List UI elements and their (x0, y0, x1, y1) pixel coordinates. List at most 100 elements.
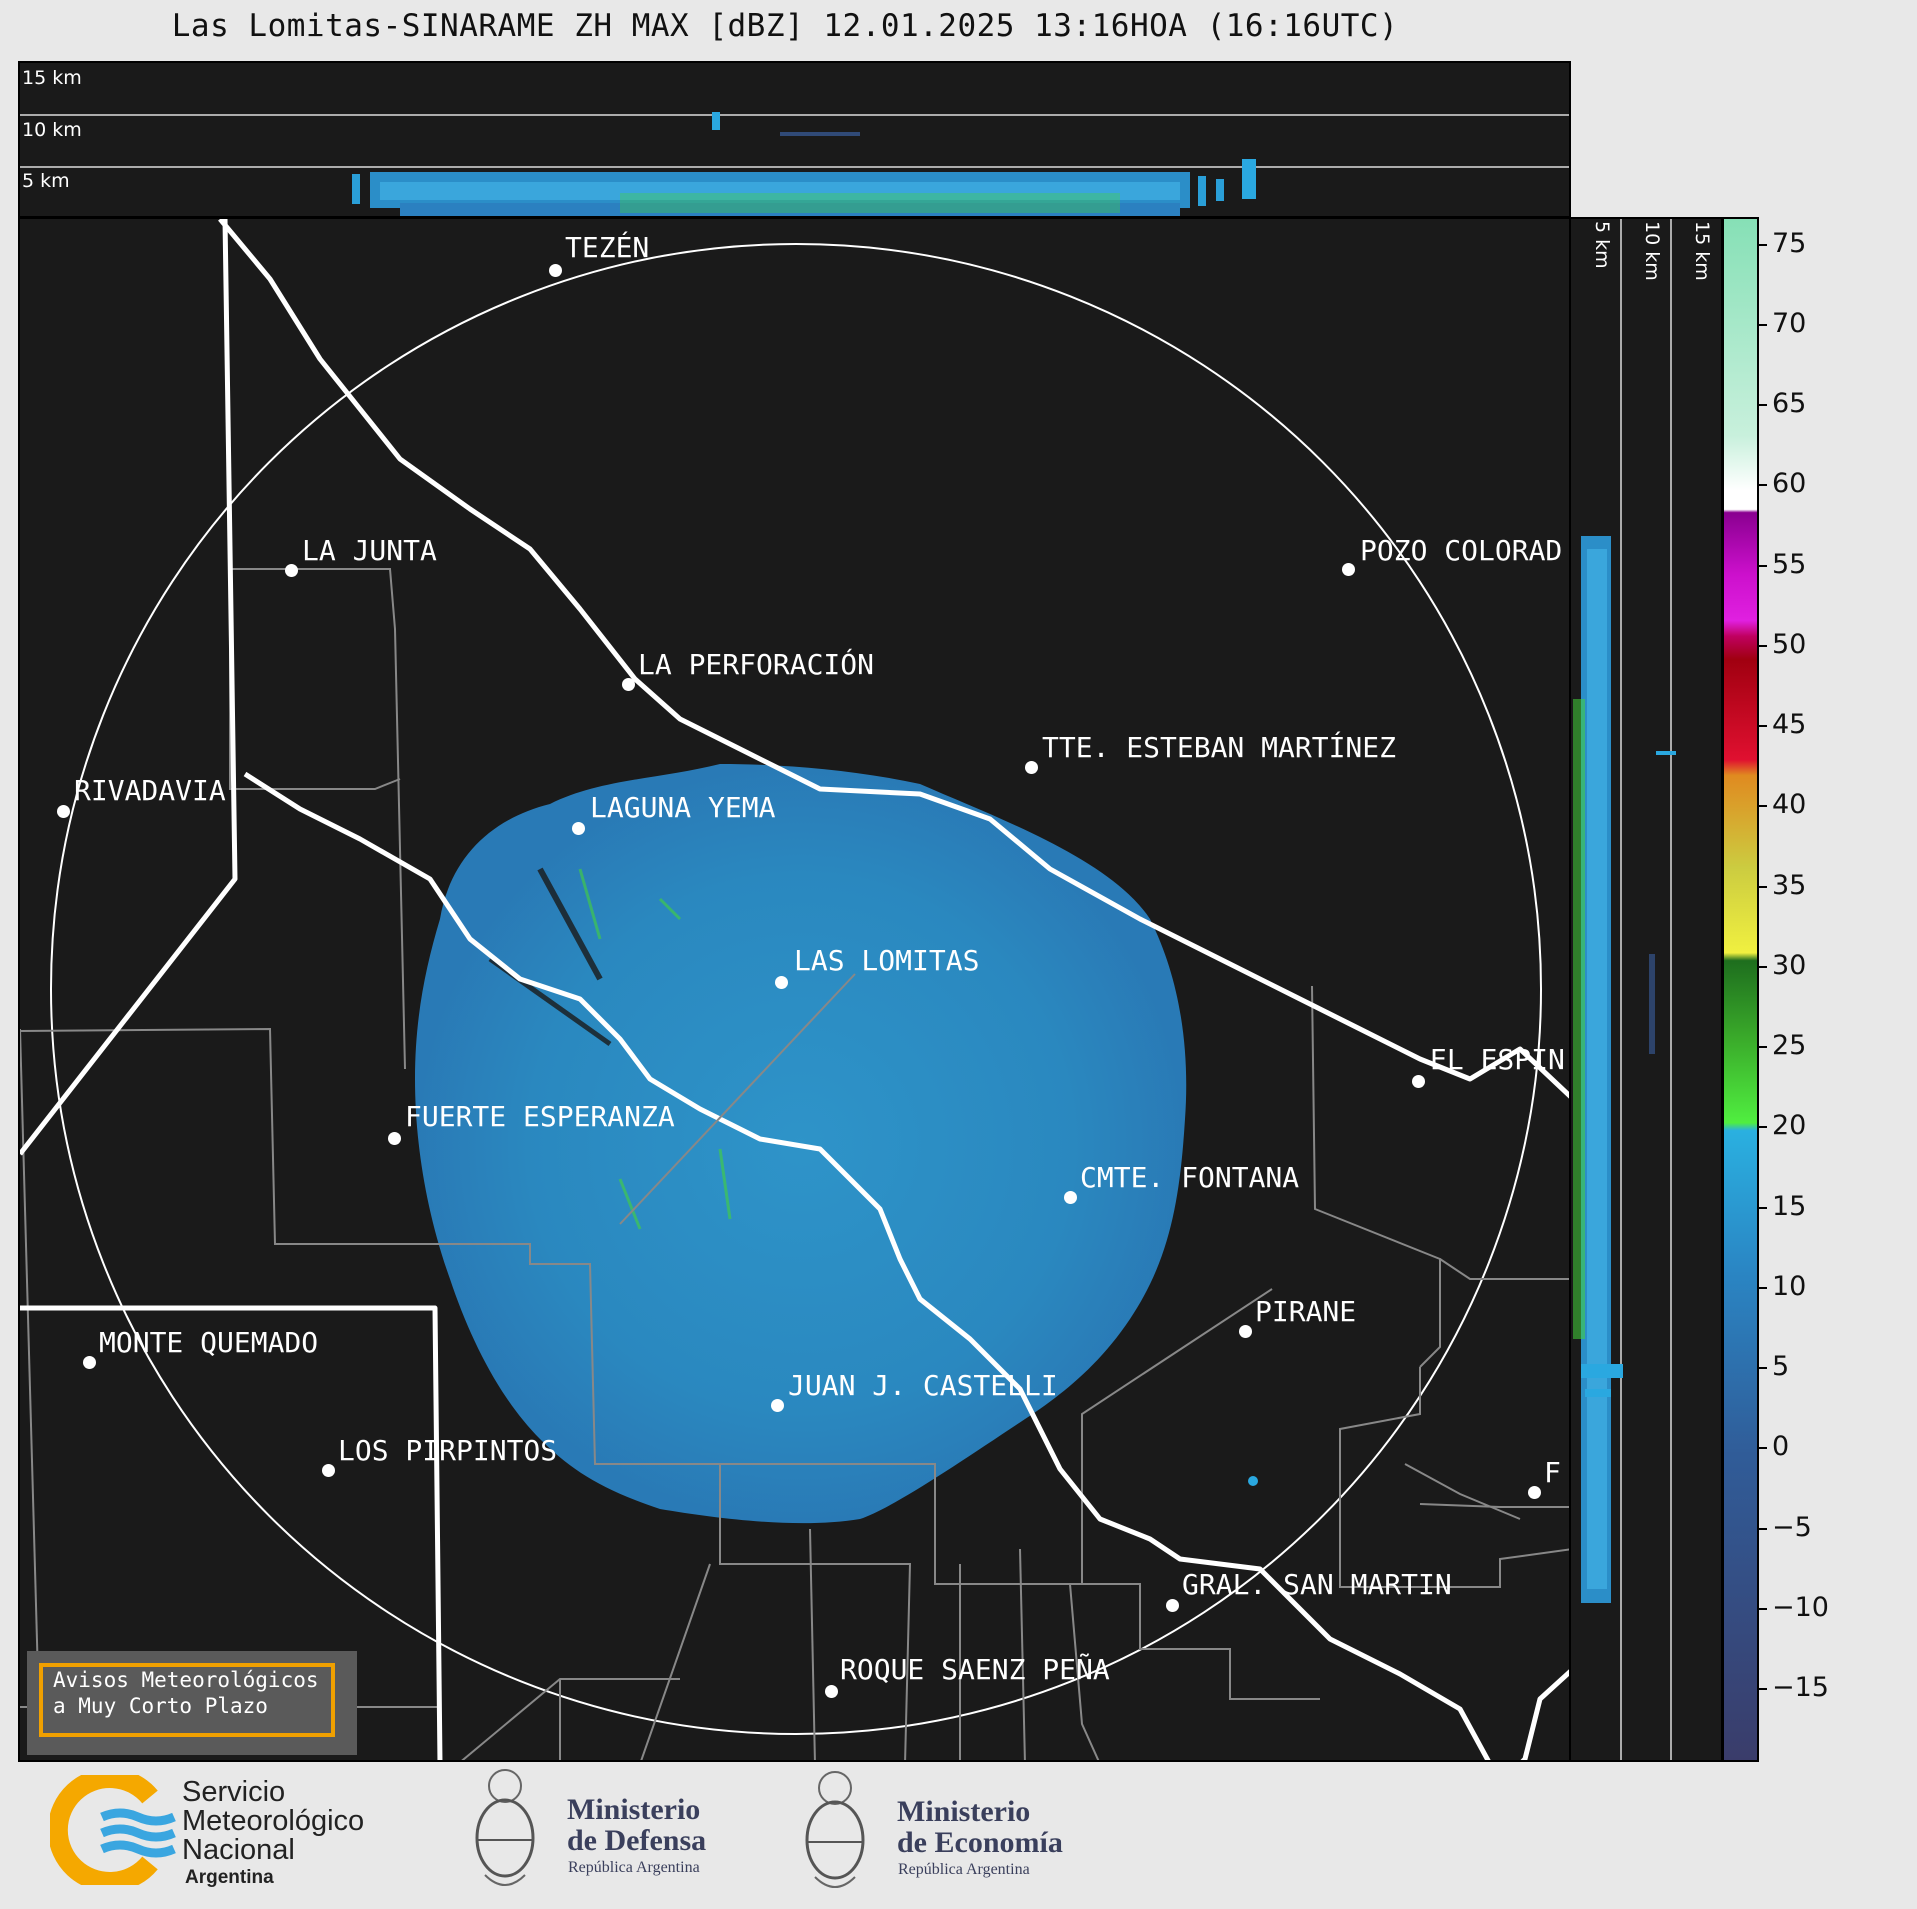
colorbar-label: 15 (1772, 1191, 1807, 1222)
colorbar-tick (1759, 1287, 1767, 1289)
city-label-los-pirpintos: LOS PIRPINTOS (338, 1434, 558, 1467)
province-border-south (20, 1305, 443, 1760)
city-dot-laguna-yema (572, 822, 585, 835)
colorbar-tick (1759, 886, 1767, 888)
colorbar-label: 75 (1772, 228, 1807, 259)
colorbar-label: 30 (1772, 950, 1807, 981)
colorbar-label: 45 (1772, 709, 1807, 740)
colorbar-label: 40 (1772, 789, 1807, 820)
city-dot-fuerte-esperanza (388, 1132, 401, 1145)
colorbar-tick (1759, 1688, 1767, 1690)
city-dot-roque-saenz-pena (825, 1685, 838, 1698)
colorbar-tick (1759, 645, 1767, 647)
province-border-west (20, 219, 238, 1156)
city-label-fuerte-esperanza: FUERTE ESPERANZA (405, 1100, 675, 1133)
smn-logo (47, 1768, 180, 1892)
argentina-coat-of-arms-icon (800, 1762, 870, 1900)
colorbar-tick (1759, 1528, 1767, 1530)
colorbar-tick (1759, 324, 1767, 326)
city-label-cmte-fontana: CMTE. FONTANA (1080, 1161, 1300, 1194)
city-label-roque-saenz-pena: ROQUE SAENZ PEÑA (840, 1653, 1110, 1686)
top-height-label-15km: 15 km (22, 67, 82, 89)
city-label-el-espin: EL ESPIN (1430, 1043, 1565, 1076)
colorbar-label: 35 (1772, 870, 1807, 901)
colorbar-label: −15 (1772, 1672, 1829, 1703)
warnings-line-2: a Muy Corto Plazo (53, 1694, 268, 1718)
city-dot-f (1528, 1486, 1541, 1499)
smn-logo-line2: Meteorológico (182, 1805, 365, 1837)
top-cross-section-graphic (20, 112, 1569, 216)
city-dot-pirane (1239, 1325, 1252, 1338)
side-height-label-5km: 5 km (1591, 221, 1613, 269)
city-label-la-perforacion: LA PERFORACIÓN (638, 648, 875, 681)
colorbar-label: 10 (1772, 1271, 1807, 1302)
city-dot-tezen (549, 264, 562, 277)
colorbar-graphic (1724, 219, 1757, 1760)
city-label-juan-j-castelli: JUAN J. CASTELLI (788, 1369, 1058, 1402)
radar-map-graphic (20, 219, 1569, 1760)
city-label-pirane: PIRANE (1255, 1295, 1357, 1328)
river-bermejo (218, 219, 1569, 1099)
colorbar-label: 55 (1772, 549, 1807, 580)
city-label-gral-san-martin: GRAL. SAN MARTIN (1182, 1568, 1452, 1601)
argentina-coat-of-arms-icon (470, 1760, 540, 1898)
defensa-logo-line2: de Defensa (567, 1824, 707, 1857)
warnings-line-1: Avisos Meteorológicos (53, 1668, 319, 1692)
city-dot-monte-quemado (83, 1356, 96, 1369)
economia-logo-line2: de Economía (897, 1826, 1063, 1859)
river-east (1520, 1669, 1569, 1760)
chart-title: Las Lomitas-SINARAME ZH MAX [dBZ] 12.01.… (171, 8, 1399, 44)
top-height-label-5km: 5 km (22, 170, 70, 192)
short-term-warnings-link[interactable]: Avisos Meteorológicos a Muy Corto Plazo (39, 1663, 335, 1737)
colorbar-label: 65 (1772, 388, 1807, 419)
side-cross-section-graphic (1573, 219, 1676, 1760)
short-term-warnings-box[interactable]: Avisos Meteorológicos a Muy Corto Plazo (27, 1651, 357, 1755)
defensa-logo-line1: Ministerio (567, 1793, 701, 1826)
city-label-laguna-yema: LAGUNA YEMA (590, 791, 776, 824)
city-label-pozo-colorado: POZO COLORAD (1360, 534, 1563, 567)
river-teuco (243, 771, 1491, 1760)
smn-logo-line1: Servicio (182, 1776, 286, 1808)
colorbar-tick (1759, 1447, 1767, 1449)
colorbar-label: −5 (1772, 1512, 1812, 1543)
city-label-la-junta: LA JUNTA (302, 534, 437, 567)
city-label-tezen: TEZÉN (565, 231, 650, 264)
colorbar-tick (1759, 1126, 1767, 1128)
colorbar-tick (1759, 1367, 1767, 1369)
city-label-f: F (1544, 1456, 1561, 1489)
colorbar-tick (1759, 725, 1767, 727)
colorbar (1722, 217, 1759, 1762)
city-label-rivadavia: RIVADAVIA (74, 774, 226, 807)
city-label-las-lomitas: LAS LOMITAS (794, 944, 980, 977)
colorbar-tick (1759, 484, 1767, 486)
city-dot-tte-esteban-martinez (1025, 761, 1038, 774)
economia-logo-line1: Ministerio (897, 1795, 1031, 1828)
side-height-label-15km: 15 km (1691, 221, 1713, 281)
top-cross-section-panel: 15 km 10 km 5 km (18, 61, 1571, 218)
city-dot-rivadavia (57, 805, 70, 818)
colorbar-tick (1759, 565, 1767, 567)
city-dot-pozo-colorado (1342, 563, 1355, 576)
colorbar-label: 5 (1772, 1351, 1790, 1382)
city-dot-gral-san-martin (1166, 1599, 1179, 1612)
radar-map-panel[interactable]: TEZÉN LA JUNTA POZO COLORAD LA PERFORACI… (18, 217, 1571, 1762)
city-label-monte-quemado: MONTE QUEMADO (99, 1326, 319, 1359)
colorbar-label: 0 (1772, 1431, 1790, 1462)
city-dot-juan-j-castelli (771, 1399, 784, 1412)
colorbar-tick (1759, 966, 1767, 968)
city-dot-el-espin (1412, 1075, 1425, 1088)
colorbar-label: 20 (1772, 1110, 1807, 1141)
colorbar-label: −10 (1772, 1592, 1829, 1623)
colorbar-label: 60 (1772, 468, 1807, 499)
colorbar-tick (1759, 404, 1767, 406)
colorbar-label: 50 (1772, 629, 1807, 660)
side-height-label-10km: 10 km (1641, 221, 1663, 281)
city-dot-la-junta (285, 564, 298, 577)
smn-logo-line3: Nacional (182, 1834, 295, 1866)
city-dot-las-lomitas (775, 976, 788, 989)
city-dot-los-pirpintos (322, 1464, 335, 1477)
colorbar-tick (1759, 805, 1767, 807)
city-label-tte-esteban-martinez: TTE. ESTEBAN MARTÍNEZ (1042, 731, 1397, 764)
economia-logo-line3: República Argentina (898, 1861, 1030, 1878)
city-dot-cmte-fontana (1064, 1191, 1077, 1204)
